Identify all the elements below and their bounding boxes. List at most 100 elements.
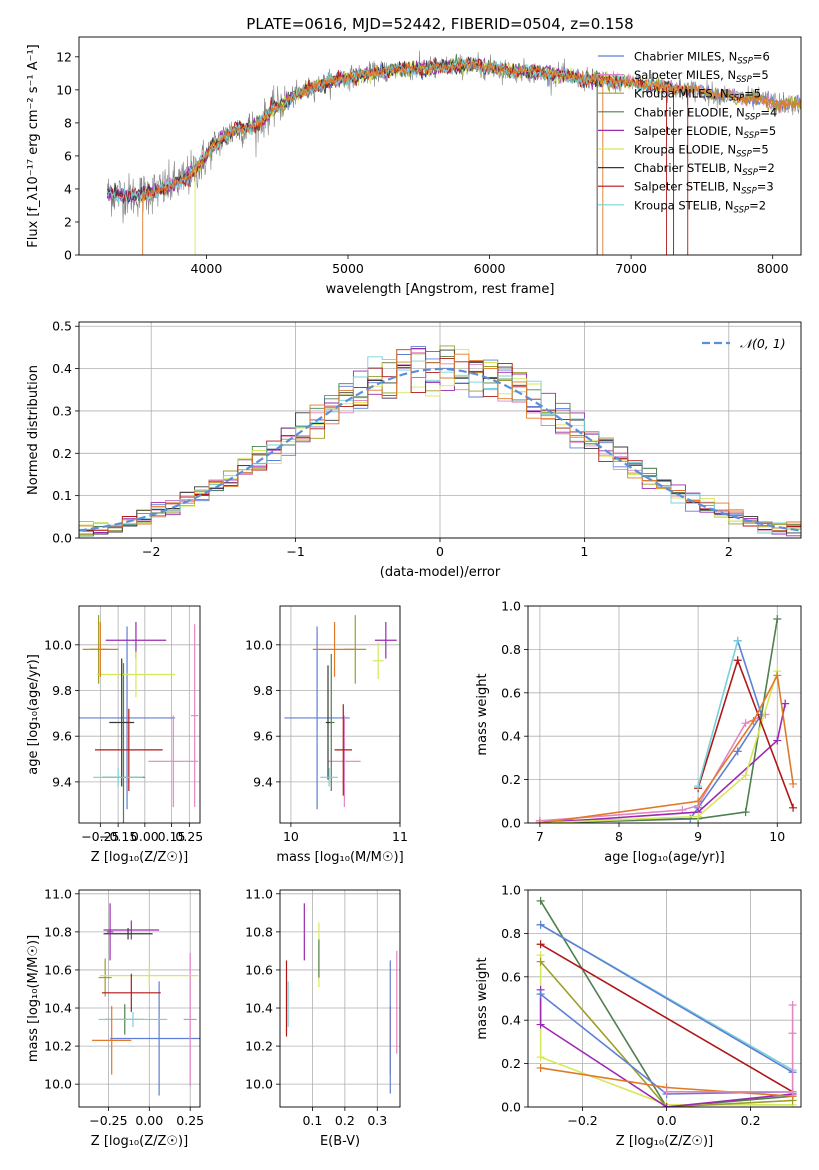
weight_vs_Z-ytick-label-5: 1.0 <box>501 883 521 898</box>
mass_vs_Z-point-2 <box>98 958 112 997</box>
weight_vs_Z-xtick-label-1: 0.0 <box>657 1113 677 1128</box>
weight_vs_Z-panel: −0.2 0.0 0.2 0.0 0.2 0.4 0.6 0.8 1.0 Z [log₁₀(Z/Z… <box>475 883 802 1149</box>
residuals-xtick-label-1: −1 <box>286 544 304 559</box>
legend-entry-suffix-5: =5 <box>752 143 769 157</box>
spectrum-frame <box>78 36 802 256</box>
weight_vs_age-ytick-label-4: 0.8 <box>501 642 521 657</box>
mass_vs_Z-xlabel: Z [log₁₀(Z/Z☉)] <box>91 1134 188 1149</box>
spectrum-panel: 4000 5000 6000 7000 8000 0 2 4 6 8 10 12 wavelength … <box>26 36 802 297</box>
legend-entry-suffix-0: =6 <box>753 50 770 64</box>
weight_vs_age-marker-0-3 <box>733 747 742 756</box>
weight_vs_Z-marker-3-0 <box>536 940 545 949</box>
mass_vs_Z-ytick-label-5: 11.0 <box>44 886 72 901</box>
mass_vs_Z-xtick-label-2: 0.25 <box>176 1113 204 1128</box>
legend-entry-suffix-4: =5 <box>759 124 776 138</box>
weight_vs_age-marker-3-2 <box>773 736 782 745</box>
mass_vs_EBV-xtick-label-1: 0.2 <box>335 1113 355 1128</box>
weight_vs_Z-marker-0-0 <box>536 896 545 905</box>
age_vs_mass-ytick-label-2: 9.8 <box>253 683 273 698</box>
age_vs_mass-xtick-label-0: 10 <box>283 829 299 844</box>
residuals-ylabel: Normed distribution <box>26 365 41 495</box>
age_vs_mass-point-5 <box>372 642 384 680</box>
weight_vs_Z-marker-9-2 <box>788 1001 797 1010</box>
legend-entry-5: Kroupa ELODIE, NSSP=5 <box>634 143 769 160</box>
spectrum-ytick-label-2: 4 <box>64 181 72 196</box>
residuals-xtick-label-3: 1 <box>580 544 588 559</box>
spectrum-ytick-label-3: 6 <box>64 148 72 163</box>
legend-entry-prefix-5: Kroupa ELODIE, N <box>634 143 736 157</box>
age_vs_mass-panel: 10 11 9.4 9.6 9.8 10.0 mass [log₁₀(M/M☉)] <box>245 605 408 865</box>
legend-entry-prefix-7: Salpeter STELIB, N <box>634 180 741 194</box>
legend-entry-prefix-6: Chabrier STELIB, N <box>634 161 742 175</box>
residuals-xtick-label-2: 0 <box>436 544 444 559</box>
residual-histogram-9 <box>79 348 801 538</box>
mass_vs_EBV-xtick-label-0: 0.1 <box>302 1113 322 1128</box>
age_vs_mass-ytick-label-3: 10.0 <box>245 637 273 652</box>
weight_vs_age-ytick-label-5: 1.0 <box>501 599 521 614</box>
mass_vs_Z-frame <box>78 889 201 1108</box>
weight_vs_age-marker-7-0 <box>535 819 544 823</box>
spectrum-ytick-label-4: 8 <box>64 115 72 130</box>
age_vs_Z-xlabel: Z [log₁₀(Z/Z☉)] <box>91 850 188 865</box>
figure-title: PLATE=0616, MJD=52442, FIBERID=0504, z=0… <box>246 15 633 33</box>
age_vs_mass-ytick-label-0: 9.4 <box>253 774 273 789</box>
weight_vs_Z-plot-area <box>536 896 797 1107</box>
weight_vs_age-marker-7-3 <box>773 671 782 680</box>
weight_vs_Z-series-9 <box>666 1005 794 1093</box>
age_vs_Z-point-9 <box>82 621 119 677</box>
weight_vs_Z-xtick-label-0: −0.2 <box>567 1113 597 1128</box>
mass_vs_Z-point-8 <box>98 1011 168 1028</box>
weight_vs_age-series-3 <box>539 703 786 823</box>
weight_vs_Z-marker-9-1 <box>788 1087 797 1096</box>
mass_vs_EBV-xlabel: E(B-V) <box>320 1134 360 1149</box>
legend-entry-sub-7: SSP <box>741 187 757 197</box>
spectrum-model-line-orange <box>142 57 801 201</box>
age_vs_mass-point-6 <box>325 665 331 780</box>
spectrum-plot-area <box>106 50 801 255</box>
legend-entry-sub-5: SSP <box>736 150 752 160</box>
mass_vs_Z-plot-area <box>92 903 200 1096</box>
weight_vs_Z-xtick-label-2: 0.2 <box>741 1113 761 1128</box>
age_vs_mass-ytick-label-1: 9.6 <box>253 729 273 744</box>
weight_vs_age-marker-2-3 <box>773 615 782 624</box>
gaussian-curve <box>79 367 801 532</box>
legend-entry-prefix-1: Salpeter MILES, N <box>634 68 736 82</box>
mass_vs_EBV-frame <box>279 889 401 1108</box>
mass_vs_Z-ytick-label-4: 10.8 <box>44 924 72 939</box>
age_vs_Z-point-1 <box>148 715 199 808</box>
mass_vs_EBV-xtick-label-2: 0.3 <box>367 1113 387 1128</box>
weight_vs_Z-marker-2-0 <box>536 920 545 929</box>
legend-entry-2: Kroupa MILES, NSSP=5 <box>634 87 761 104</box>
spectrum-xtick-label-2: 6000 <box>474 261 506 276</box>
weight_vs_age-xtick-label-2: 9 <box>694 829 702 844</box>
residuals-xtick-label-0: −2 <box>142 544 160 559</box>
mass_vs_Z-point-5 <box>100 964 199 988</box>
weight_vs_Z-marker-5-0 <box>536 957 545 966</box>
mass_vs_Z-ylabel: mass [log₁₀(M/M☉)] <box>26 935 41 1062</box>
legend-entry-3: Chabrier ELODIE, NSSP=4 <box>634 105 777 122</box>
age_vs_mass-point-9 <box>312 621 357 677</box>
age_vs_mass-plot-area <box>284 615 397 810</box>
age_vs_Z-xtick-label-3: 0.15 <box>158 829 186 844</box>
age_vs_Z-ylabel: age [log₁₀(age/yr)] <box>26 654 41 775</box>
residuals-ytick-label-2: 0.2 <box>52 446 72 461</box>
mass_vs_Z-point-4 <box>103 920 160 940</box>
legend-entry-sub-6: SSP <box>742 168 758 178</box>
legend-entry-suffix-8: =2 <box>749 198 766 212</box>
legend-entry-suffix-7: =3 <box>757 180 774 194</box>
mass_vs_EBV-panel: 0.1 0.2 0.3 10.0 10.2 10.4 10.6 10.8 11.0 E(B-V) <box>245 886 401 1149</box>
weight_vs_age-ytick-label-2: 0.4 <box>501 729 521 744</box>
legend-entry-sub-2: SSP <box>729 94 745 104</box>
weight_vs_Z-xlabel: Z [log₁₀(Z/Z☉)] <box>616 1134 713 1149</box>
legend-entry-1: Salpeter MILES, NSSP=5 <box>634 68 769 85</box>
weight_vs_age-marker-4-2 <box>741 771 750 780</box>
spectrum-ytick-label-0: 0 <box>64 248 72 263</box>
age_vs_mass-xlabel: mass [log₁₀(M/M☉)] <box>276 850 403 865</box>
weight_vs_age-marker-7-4 <box>789 779 798 788</box>
weight_vs_Z-marker-9-3 <box>788 1029 797 1038</box>
spectrum-xtick-label-1: 5000 <box>332 261 364 276</box>
age_vs_Z-ytick-label-2: 9.8 <box>52 683 72 698</box>
weight_vs_age-marker-7-2 <box>749 717 758 726</box>
mass_vs_EBV-ytick-label-5: 11.0 <box>245 886 273 901</box>
mass_vs_Z-xtick-label-1: 0.00 <box>135 1113 163 1128</box>
